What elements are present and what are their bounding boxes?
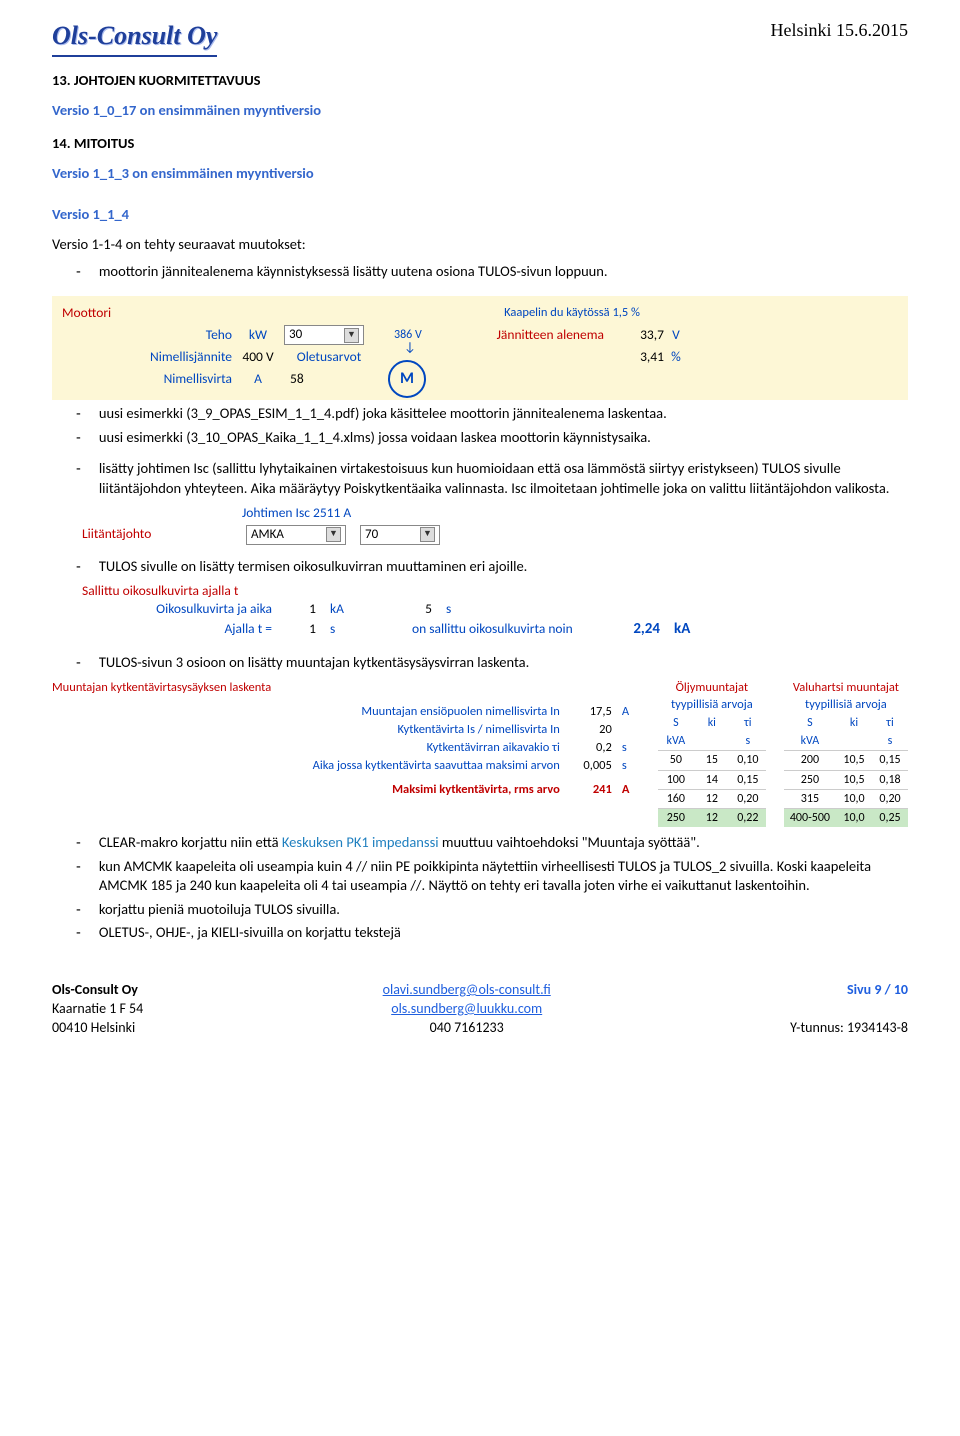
list-item: CLEAR-makro korjattu niin että Keskuksen… (52, 833, 908, 853)
email-link-1[interactable]: olavi.sundberg@ols-consult.fi (383, 981, 551, 998)
nominal-voltage-label: Nimellisjännite (62, 348, 232, 366)
transformer-param-row: Kytkentävirta Is / nimellisvirta In 20 (52, 721, 640, 739)
doc-date: Helsinki 15.6.2015 (771, 18, 909, 42)
transformer-param-row: Kytkentävirran aikavakio τi 0,2 s (52, 739, 640, 757)
version-1-1-4-label: Versio 1_1_4 (52, 205, 908, 225)
sc-r1-v2: 5 (372, 600, 432, 618)
transformer-param-row: Aika jossa kytkentävirta saavuttaa maksi… (52, 757, 640, 775)
sc-r1-v1: 1 (286, 600, 316, 618)
list-item: uusi esimerkki (3_10_OPAS_Kaika_1_1_4.xl… (99, 428, 908, 448)
chevron-down-icon[interactable]: ▼ (326, 527, 341, 542)
cable-type-dropdown[interactable]: AMKA ▼ (246, 525, 346, 545)
cable-usage: Kaapelin du käytössä 1,5 % (504, 305, 640, 322)
sc-result-value: 2,24 (616, 619, 660, 639)
list-item: TULOS-sivun 3 osioon on lisätty muuntaja… (99, 653, 908, 673)
transformer-param-row: Muuntajan ensiöpuolen nimellisvirta In 1… (52, 703, 640, 721)
power-value: 30 (289, 326, 302, 344)
list-item: OLETUS-, OHJE-, ja KIELI-sivuilla on kor… (52, 923, 908, 943)
nominal-current-label: Nimellisvirta (62, 370, 232, 388)
isc-label: Johtimen Isc 2511 A (242, 504, 908, 522)
motor-title: Moottori (62, 304, 132, 322)
email-link-2[interactable]: ols.sundberg@luukku.com (391, 1000, 542, 1017)
list-item: lisätty johtimen Isc (sallittu lyhytaika… (99, 459, 908, 498)
sc-result-unit: kA (674, 619, 704, 639)
table2-sub: tyypillisiä arvoja (784, 697, 908, 714)
company-logo: Ols-Consult Oy (52, 18, 217, 57)
sc-r1-u1: kA (330, 600, 358, 618)
connection-cable-block: Johtimen Isc 2511 A Liitäntäjohto AMKA ▼… (52, 504, 908, 544)
list-item: TULOS sivulle on lisätty termisen oikosu… (99, 557, 908, 577)
section-13-title: 13. JOHTOJEN KUORMITETTAVUUS (52, 71, 908, 91)
chevron-down-icon[interactable]: ▼ (344, 328, 359, 343)
table1-sub: tyypillisiä arvoja (658, 697, 766, 714)
section-14-title: 14. MITOITUS (52, 134, 908, 154)
cable-size-dropdown[interactable]: 70 ▼ (360, 525, 440, 545)
pct-value: 3,41 (604, 348, 664, 366)
page-number: Sivu 9 / 10 (790, 981, 908, 1000)
list-item: moottorin jännitealenema käynnistyksessä… (99, 262, 908, 282)
table2-title: Valuhartsi muuntajat (784, 680, 908, 697)
power-label: Teho (62, 326, 232, 344)
transformer-title: Muuntajan kytkentävirtasysäyksen laskent… (52, 680, 640, 697)
sc-r2-v1: 1 (286, 620, 316, 638)
sc-row1-label: Oikosulkuvirta ja aika (82, 600, 272, 618)
footer-left: Ols-Consult Oy Kaarnatie 1 F 54 00410 He… (52, 981, 143, 1038)
short-circuit-block: Sallittu oikosulkuvirta ajalla t Oikosul… (52, 582, 908, 639)
power-unit: kW (232, 326, 284, 344)
transformer-calc-block: Muuntajan kytkentävirtasysäyksen laskent… (52, 680, 908, 827)
cable-size-value: 70 (365, 526, 378, 544)
changes-intro: Versio 1-1-4 on tehty seuraavat muutokse… (52, 235, 908, 255)
section-13-version: Versio 1_0_17 on ensimmäinen myyntiversi… (52, 101, 908, 121)
motor-panel: Moottori Kaapelin du käytössä 1,5 % Teho… (52, 296, 908, 400)
voltage-drop-value: 33,7 (604, 326, 664, 344)
transformer-param-row: Maksimi kytkentävirta, rms arvo 241 A (52, 781, 640, 799)
sc-title: Sallittu oikosulkuvirta ajalla t (82, 582, 908, 600)
list-item: korjattu pieniä muotoiluja TULOS sivuill… (52, 900, 908, 920)
oil-transformer-table: Öljymuuntajat tyypillisiä arvoja SkiτikV… (658, 680, 766, 827)
sc-r2-txt: on sallittu oikosulkuvirta noin (372, 620, 602, 638)
sc-row2-label: Ajalla t = (82, 620, 272, 638)
nominal-current-unit: A (232, 370, 284, 388)
connection-label: Liitäntäjohto (82, 525, 232, 543)
nominal-voltage-value: 400 V (232, 348, 284, 366)
nominal-current-value: 58 (284, 370, 374, 388)
motor-icon: M (388, 360, 426, 398)
table1-title: Öljymuuntajat (658, 680, 766, 697)
pct-unit: % (664, 348, 688, 366)
voltage-drop-unit: V (664, 326, 688, 344)
voltage-drop-label: Jännitteen alenema (454, 326, 604, 344)
resin-transformer-table: Valuhartsi muuntajat tyypillisiä arvoja … (784, 680, 908, 827)
cable-type-value: AMKA (251, 526, 284, 544)
page-footer: Ols-Consult Oy Kaarnatie 1 F 54 00410 He… (52, 981, 908, 1038)
section-14-version: Versio 1_1_3 on ensimmäinen myyntiversio (52, 164, 908, 184)
voltage-386: 386 V ↓ (394, 327, 454, 343)
power-dropdown[interactable]: 30 ▼ (284, 325, 364, 345)
sc-r1-u2: s (446, 600, 462, 618)
footer-center: olavi.sundberg@ols-consult.fi ols.sundbe… (383, 981, 551, 1038)
list-item: kun AMCMK kaapeleita oli useampia kuin 4… (52, 857, 908, 896)
sc-r2-u1: s (330, 620, 358, 638)
list-item: uusi esimerkki (3_9_OPAS_ESIM_1_1_4.pdf)… (99, 404, 908, 424)
chevron-down-icon[interactable]: ▼ (420, 527, 435, 542)
defaults-label: Oletusarvot (284, 348, 374, 366)
footer-right: Sivu 9 / 10 Y-tunnus: 1934143-8 (790, 981, 908, 1038)
